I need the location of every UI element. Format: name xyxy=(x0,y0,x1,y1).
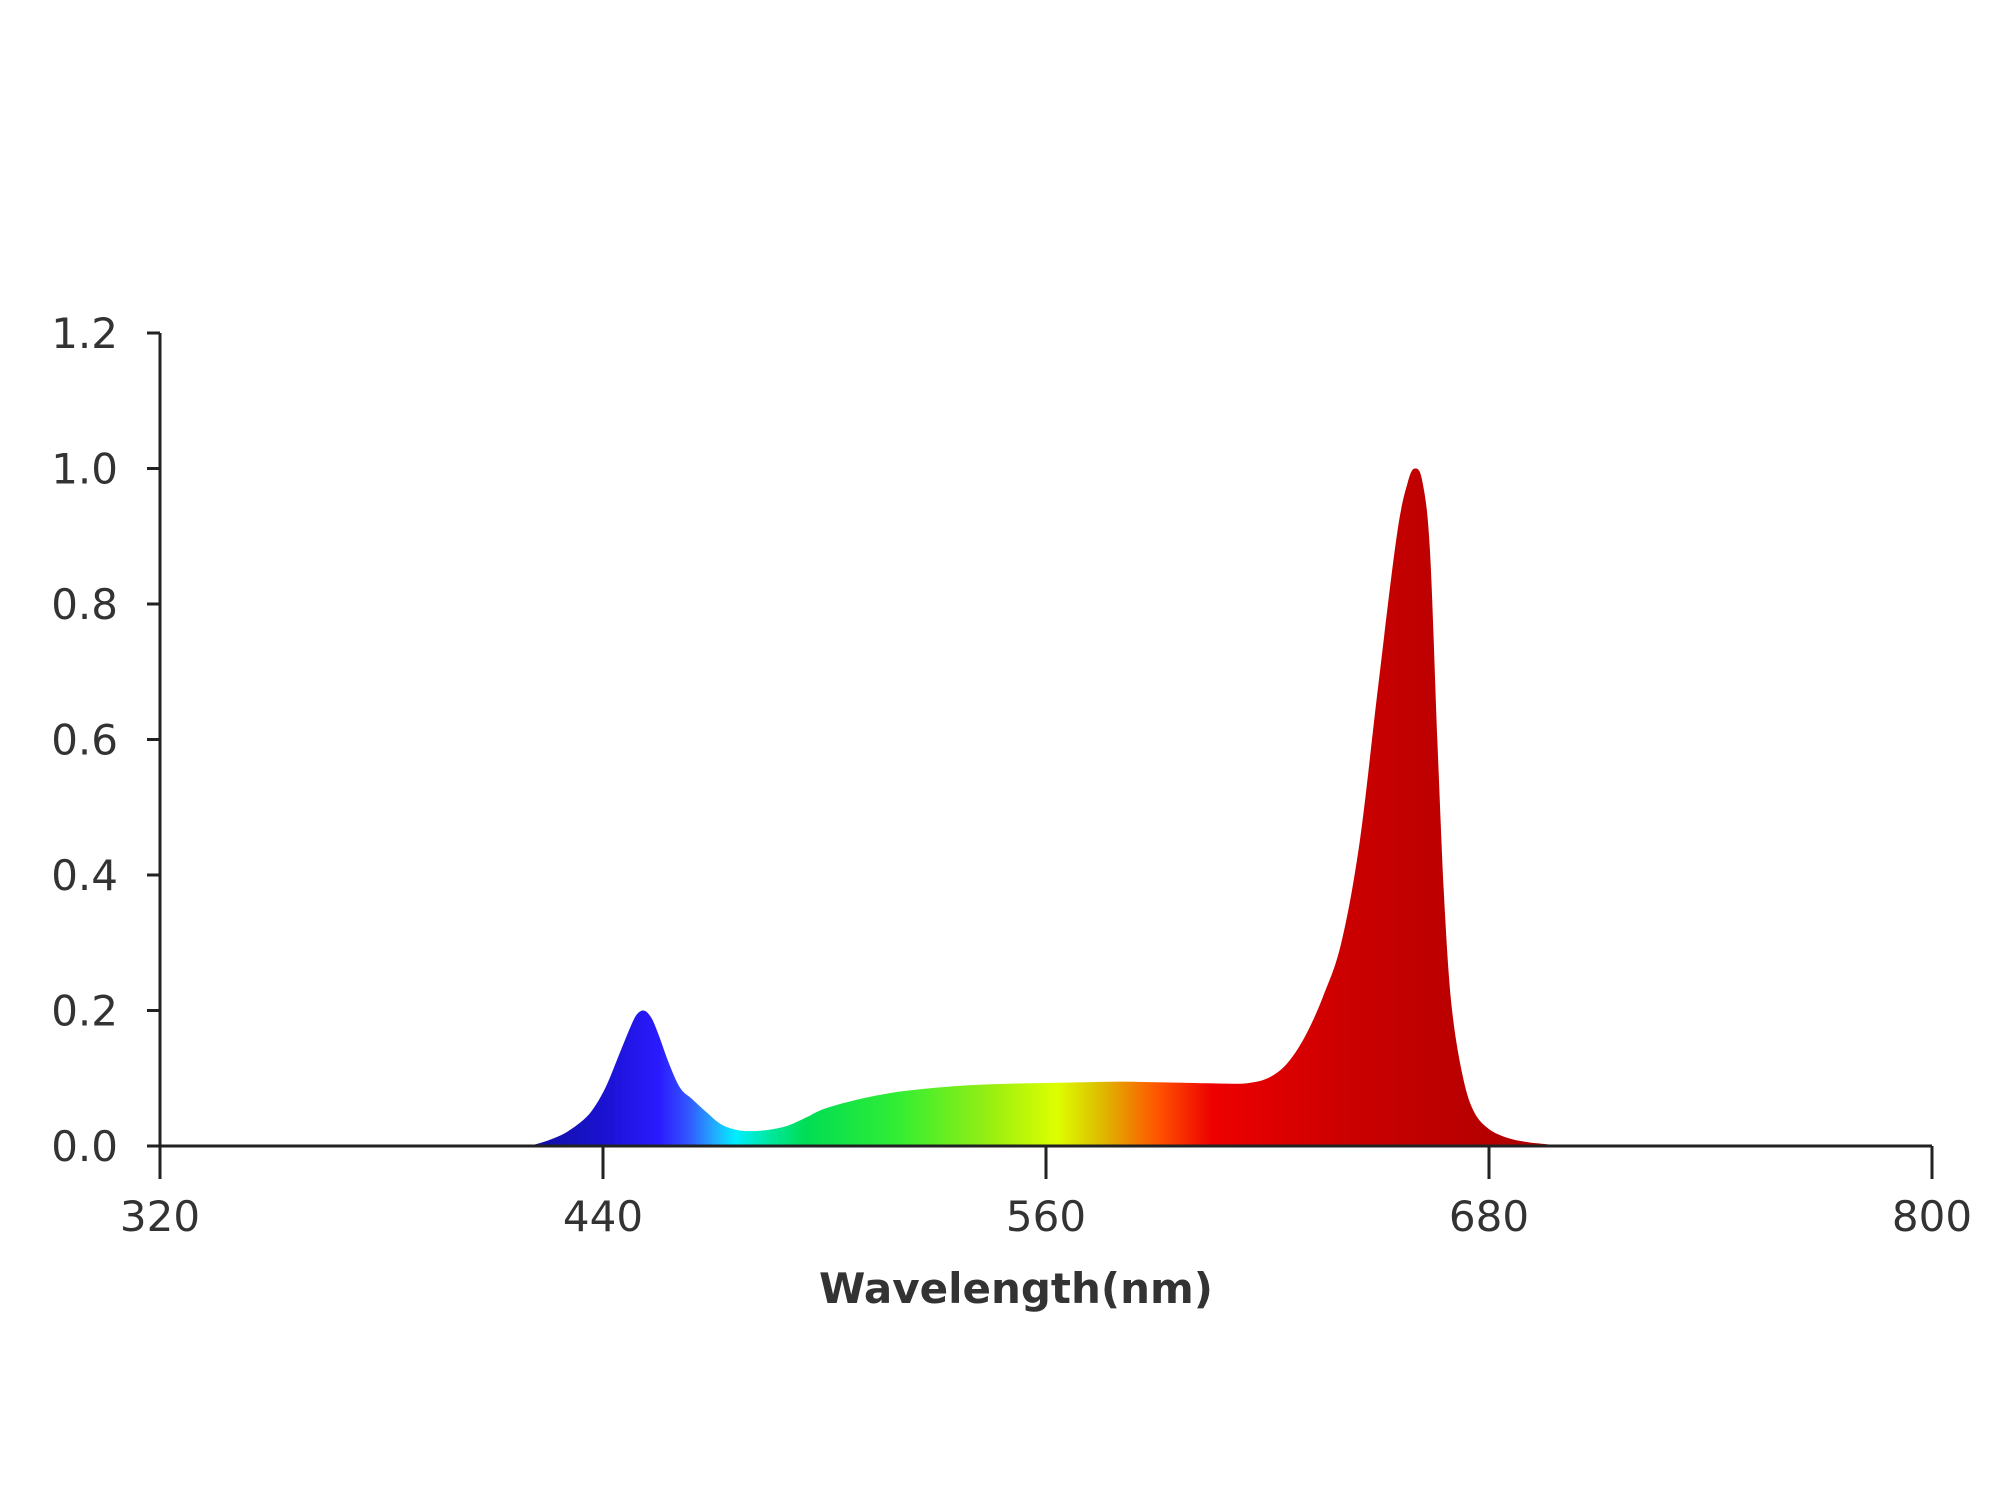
y-tick-label: 0.6 xyxy=(51,716,118,765)
x-tick-label: 440 xyxy=(563,1192,643,1241)
y-tick-label: 1.2 xyxy=(51,309,118,358)
x-tick-label: 680 xyxy=(1449,1192,1529,1241)
spectrum-area xyxy=(529,468,1563,1146)
x-tick-label: 800 xyxy=(1892,1192,1972,1241)
x-axis-title: Wavelength(nm) xyxy=(819,1264,1213,1313)
y-tick-label: 0.8 xyxy=(51,580,118,629)
y-tick-label: 0.0 xyxy=(51,1122,118,1171)
y-tick-label: 0.4 xyxy=(51,851,118,900)
y-tick-label: 1.0 xyxy=(51,445,118,494)
y-axis-ticks: 0.0 0.2 0.4 0.6 0.8 1.0 1.2 xyxy=(51,309,160,1171)
x-axis-ticks: 320 440 560 680 800 xyxy=(120,1146,1972,1241)
x-tick-label: 320 xyxy=(120,1192,200,1241)
x-tick-label: 560 xyxy=(1006,1192,1086,1241)
y-tick-label: 0.2 xyxy=(51,987,118,1036)
